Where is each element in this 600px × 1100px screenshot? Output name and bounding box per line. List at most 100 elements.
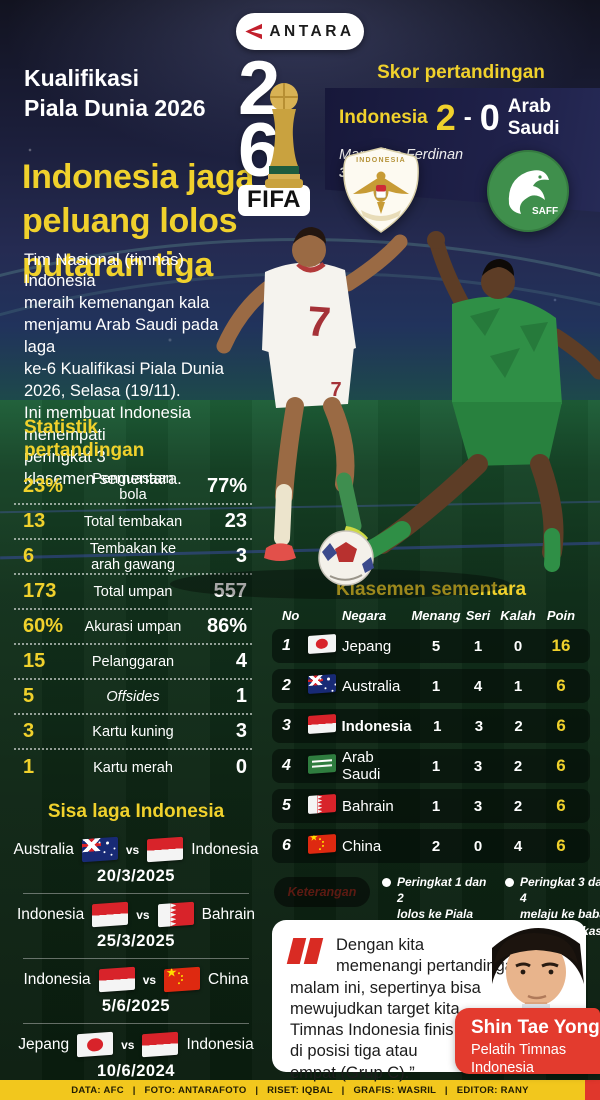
coach-role: Pelatih Timnas Indonesia [471,1042,567,1076]
stat-label: Offsides [106,688,160,705]
credits-text: DATA: AFC | FOTO: ANTARAFOTO | RISET: IQ… [71,1084,529,1096]
antara-logo: ANTARA [236,13,364,50]
stat-away-value: 77% [206,475,247,498]
stat-label: Kartu merah [93,759,173,776]
stat-away-value: 1 [235,685,247,708]
stat-label: Pelanggaran [91,653,175,670]
indonesia-flag-icon [307,713,336,734]
australia-flag-icon [81,836,118,863]
stat-home-value: 5 [23,685,35,708]
draws: 3 [474,717,484,735]
draws: 1 [473,637,483,655]
fixture-away-team: Indonesia [191,840,259,858]
match-statistics-section: Statistik pertandingan 23% Penguasaan bo… [14,416,252,785]
fifa-wc26-logo: 2 6 FIFA [238,50,338,216]
home-jersey-number: 7 [306,297,333,346]
draws: 3 [473,757,483,775]
fixture-away-team: Bahrain [201,905,256,923]
rank: 6 [282,837,291,854]
divider [23,893,249,894]
china-flag-icon [164,966,201,993]
col-poin: Poin [546,608,576,623]
stat-label: Akurasi umpan [84,618,182,635]
points: 6 [556,836,566,855]
fixture-row: Australia vs Indonesia 20/3/2025 [8,829,264,893]
page-title: Indonesia jaga peluang lolos putaran tig… [22,158,254,284]
table-row: 5 Bahrain 1 3 2 6 [272,789,590,823]
draws: 0 [473,837,483,855]
stat-label: Penguasaan bola [92,470,174,503]
antara-logo-text: ANTARA [269,22,355,40]
bahrain-flag-icon [308,793,336,814]
fixture-away-team: China [208,970,249,988]
fixture-date: 25/3/2025 [97,932,175,950]
stat-home-value: 60% [23,615,64,638]
fixture-home-team: Indonesia [23,970,91,988]
vs-label: vs [121,1037,135,1052]
rank: 1 [282,637,291,654]
footer-red-accent [585,1080,600,1100]
away-player-illustration [336,231,600,572]
col-no: No [282,608,300,623]
table-row: 1 Jepang 5 1 0 16 [272,629,590,663]
vs-label: vs [136,907,150,922]
losses: 0 [513,637,523,655]
stat-away-value: 557 [196,580,252,603]
stat-home-value: 13 [23,510,46,533]
away-score: 0 [479,97,500,138]
kicker: Kualifikasi Piala Dunia 2026 [24,65,206,121]
stat-row: 15 Pelanggaran 4 [14,645,252,681]
away-team-name: Arab Saudi [507,96,560,139]
stat-row: 60% Akurasi umpan 86% [14,610,252,646]
points: 16 [551,636,571,655]
stat-home-value: 1 [23,756,35,779]
australia-flag-icon [308,673,336,694]
team-name: Australia [342,677,401,695]
remaining-fixtures-section: Sisa laga Indonesia Australia vs Indones… [8,801,264,1088]
indonesia-team-badge: INDONESIA [343,147,419,233]
standings-notes: Keterangan Peringkat 1 dan 2 lolos ke Pi… [274,874,600,939]
stat-row: 23% Penguasaan bola 77% [14,470,252,506]
soccer-ball-illustration [318,530,374,586]
stat-away-value: 3 [235,545,247,568]
stat-away-value: 86% [206,615,247,638]
fixtures-heading: Sisa laga Indonesia [47,801,225,822]
stat-row: 5 Offsides 1 [14,680,252,716]
team-name: Arab Saudi [342,749,381,783]
team-name: Indonesia [341,717,412,735]
stat-row: 1 Kartu merah 0 [14,750,252,785]
table-row: 4 Arab Saudi 1 3 2 6 [272,749,590,783]
draws: 3 [473,797,483,815]
players-photo-illustration: 7 7 [170,227,600,599]
saudi-arabia-flag-icon [308,753,336,774]
stat-row: 3 Kartu kuning 3 [14,715,252,751]
table-row: 6 China 2 0 4 6 [272,829,590,863]
vs-label: vs [142,972,157,987]
stat-home-value: 23% [23,475,64,498]
antara-logo-icon [245,23,263,40]
coach-name-box: Shin Tae Yong Pelatih Timnas Indonesia [455,1008,600,1076]
rank: 3 [282,717,291,734]
stat-away-value: 3 [235,720,247,743]
fixture-date: 10/6/2024 [97,1062,175,1080]
quote-text: Dengan kita memenangi pertandingan malam… [290,936,524,1082]
rank: 4 [282,757,291,774]
bullet-dot-icon [382,878,391,887]
points: 6 [556,756,566,775]
table-row: 2 Australia 1 4 1 6 [272,669,590,703]
stats-table: 23% Penguasaan bola 77% 13 Total tembaka… [14,470,252,785]
home-score: 2 [435,97,456,138]
standings-heading: Klasemen sementara [272,579,590,601]
wins: 1 [431,677,441,695]
indonesia-flag-icon [98,966,135,993]
score-line: Indonesia 2 - 0 Arab Saudi [339,96,600,140]
japan-flag-icon [308,633,336,654]
standings-header-row: No Negara Menang Seri Kalah Poin [272,608,590,623]
wins: 1 [431,797,441,815]
stat-row: 6 Tembakan ke arah gawang 3 [14,540,252,576]
score-heading: Skor pertandingan [377,62,545,83]
col-negara: Negara [342,608,387,623]
vs-label: vs [125,842,140,857]
losses: 2 [513,757,523,775]
